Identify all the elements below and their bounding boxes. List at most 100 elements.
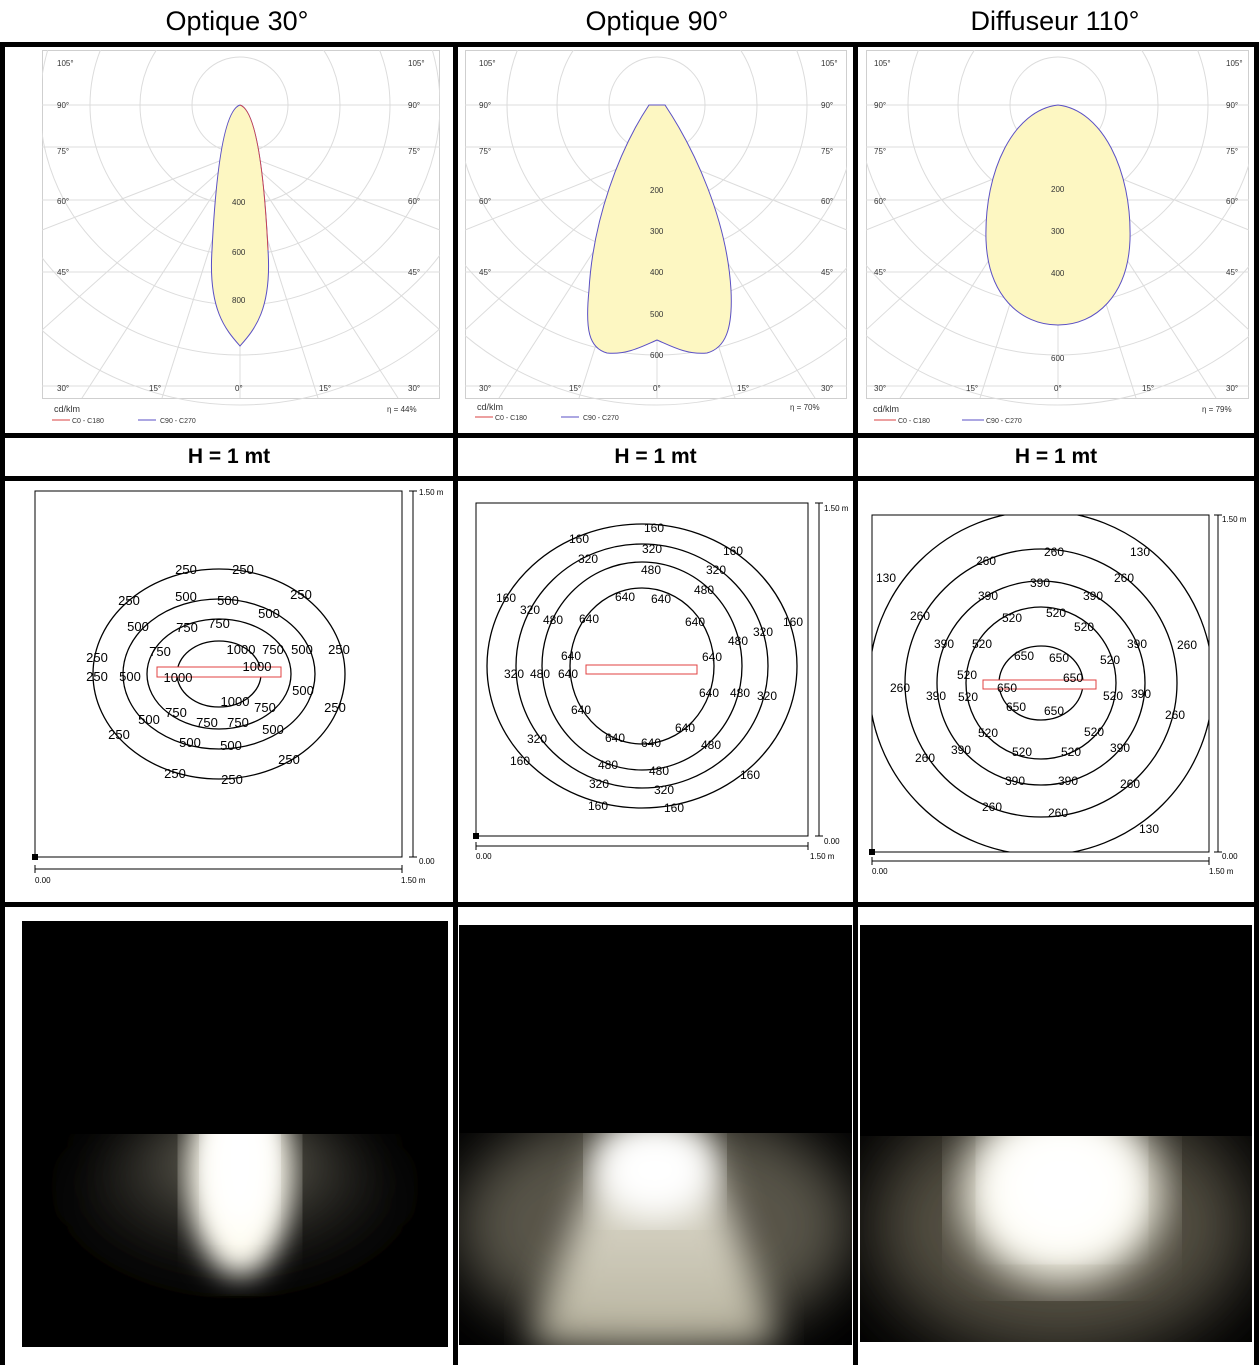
- isolux3-label-260-g: 260: [1165, 708, 1185, 722]
- isolux3-axis-y-top: 1.50 m: [1222, 515, 1247, 524]
- isolux1-label-500-k: 500: [220, 738, 242, 753]
- column-title-diffuseur-110: Diffuseur 110°: [970, 6, 1140, 36]
- table-left-border: [0, 42, 5, 1365]
- isolux3-label-520-j: 520: [1084, 725, 1104, 739]
- isolux2-label-320-i: 320: [589, 777, 609, 791]
- isolux3-label-390-e: 390: [1127, 637, 1147, 651]
- polar1-bottom-0: 0°: [235, 384, 243, 393]
- polar2-radial-500: 500: [650, 310, 664, 319]
- isolux2-label-480-c: 480: [543, 613, 563, 627]
- polar3-angle-right-75: 75°: [1226, 147, 1238, 156]
- isolux3-label-650-b: 650: [1049, 651, 1069, 665]
- isolux-svg-3: 130 130 130 260 260 260 260 260 260 260 …: [869, 514, 1247, 876]
- row-divider-3: [0, 902, 1259, 907]
- isolux2-label-480-h: 480: [598, 758, 618, 772]
- polar1-unit: cd/klm: [54, 404, 80, 414]
- isolux2-label-320-e: 320: [753, 625, 773, 639]
- polar2-angle-right-75: 75°: [821, 147, 833, 156]
- polar1-bottom-15-right: 15°: [319, 384, 331, 393]
- isolux1-label-750-c: 750: [149, 644, 171, 659]
- polar1-angle-right-105: 105°: [408, 59, 425, 68]
- isolux2-label-640-i: 640: [571, 703, 591, 717]
- isolux2-label-640-h: 640: [699, 686, 719, 700]
- table-top-border: [0, 42, 1259, 47]
- polar2-angle-left-60: 60°: [479, 197, 491, 206]
- isolux3-label-390-h: 390: [951, 743, 971, 757]
- polar2-angle-right-105: 105°: [821, 59, 838, 68]
- polar1-angle-right-90: 90°: [408, 101, 420, 110]
- isolux-diagram-optique-90: 160 160 160 160 160 160 160 160 160 320 …: [458, 481, 853, 902]
- isolux1-axis-y-top: 1.50 m: [419, 488, 444, 497]
- render-svg-2: [459, 925, 852, 1345]
- isolux3-label-390-i: 390: [1110, 741, 1130, 755]
- isolux3-label-260-b: 260: [1044, 545, 1064, 559]
- polar2-angle-left-75: 75°: [479, 147, 491, 156]
- polar3-angle-right-105: 105°: [1226, 59, 1243, 68]
- polar3-unit: cd/klm: [873, 404, 899, 414]
- isolux3-label-650-d: 650: [1063, 671, 1083, 685]
- isolux-svg-2: 160 160 160 160 160 160 160 160 160 320 …: [473, 502, 849, 861]
- isolux3-label-520-a: 520: [1002, 611, 1022, 625]
- isolux1-label-500-j: 500: [179, 735, 201, 750]
- isolux3-label-130-b: 130: [876, 571, 896, 585]
- isolux2-label-640-d: 640: [685, 615, 705, 629]
- isolux3-label-260-a: 260: [976, 554, 996, 568]
- isolux2-label-640-k: 640: [605, 731, 625, 745]
- render-svg-1: [22, 921, 448, 1347]
- isolux3-label-130-c: 130: [1139, 822, 1159, 836]
- polar2-bottom-15-left: 15°: [569, 384, 581, 393]
- polar3-angle-left-60: 60°: [874, 197, 886, 206]
- isolux3-axis-x-right: 1.50 m: [1209, 867, 1234, 876]
- polar2-legend-c0: C0 - C180: [495, 415, 527, 422]
- polar3-angle-left-105: 105°: [874, 59, 891, 68]
- polar3-legend-c90: C90 - C270: [986, 418, 1022, 425]
- isolux3-label-390-j: 390: [1005, 774, 1025, 788]
- polar3-angle-left-30: 30°: [874, 384, 886, 393]
- polar1-angle-left-90: 90°: [57, 101, 69, 110]
- isolux1-axis-x-right: 1.50 m: [401, 876, 426, 885]
- isolux2-label-480-e: 480: [530, 667, 550, 681]
- isolux3-axis-y-bottom: 0.00: [1222, 852, 1238, 861]
- light-render-diffuseur-110: [860, 925, 1252, 1342]
- polar2-unit: cd/klm: [477, 402, 503, 412]
- isolux1-label-250-h: 250: [324, 700, 346, 715]
- polar1-efficiency: η = 44%: [387, 405, 417, 414]
- isolux1-label-500-g: 500: [292, 683, 314, 698]
- isolux2-axis-y-bottom: 0.00: [824, 837, 840, 846]
- isolux3-label-520-i: 520: [978, 726, 998, 740]
- isolux1-label-500-a: 500: [175, 589, 197, 604]
- polar3-efficiency: η = 79%: [1202, 405, 1232, 414]
- polar3-radial-600: 600: [1051, 354, 1065, 363]
- polar1-legend-c90: C90 - C270: [160, 418, 196, 425]
- isolux3-label-390-c: 390: [1083, 589, 1103, 603]
- isolux2-label-320-j: 320: [654, 783, 674, 797]
- isolux1-label-750-b: 750: [208, 616, 230, 631]
- isolux3-label-260-c: 260: [1114, 571, 1134, 585]
- isolux3-label-650-e: 650: [1006, 700, 1026, 714]
- column-title-optique-30: Optique 30°: [165, 6, 309, 36]
- isolux2-label-640-b: 640: [651, 592, 671, 606]
- isolux2-label-640-e: 640: [561, 649, 581, 663]
- height-label-col3: H = 1 mt: [1014, 445, 1098, 468]
- isolux1-label-250-g: 250: [328, 642, 350, 657]
- isolux2-label-320-h: 320: [527, 732, 547, 746]
- polar1-angle-right-60: 60°: [408, 197, 420, 206]
- polar2-angle-right-90: 90°: [821, 101, 833, 110]
- polar2-angle-right-60: 60°: [821, 197, 833, 206]
- isolux3-label-260-j: 260: [982, 800, 1002, 814]
- isolux2-axis-x-right: 1.50 m: [810, 852, 835, 861]
- polar3-angle-left-45: 45°: [874, 268, 886, 277]
- isolux2-label-640-c: 640: [579, 612, 599, 626]
- isolux3-label-650-f: 650: [1044, 704, 1064, 718]
- isolux1-label-1000-a: 1000: [227, 642, 256, 657]
- isolux1-label-500-b: 500: [217, 593, 239, 608]
- isolux2-label-320-g: 320: [757, 689, 777, 703]
- isolux3-label-390-g: 390: [1131, 687, 1151, 701]
- isolux3-label-520-h: 520: [1103, 689, 1123, 703]
- height-label-col2: H = 1 mt: [614, 445, 697, 468]
- column-divider-1: [453, 42, 458, 1365]
- isolux2-label-320-d: 320: [520, 603, 540, 617]
- polar3-angle-right-60: 60°: [1226, 197, 1238, 206]
- polar1-radial-400: 400: [232, 198, 246, 207]
- isolux2-label-160-b: 160: [569, 532, 589, 546]
